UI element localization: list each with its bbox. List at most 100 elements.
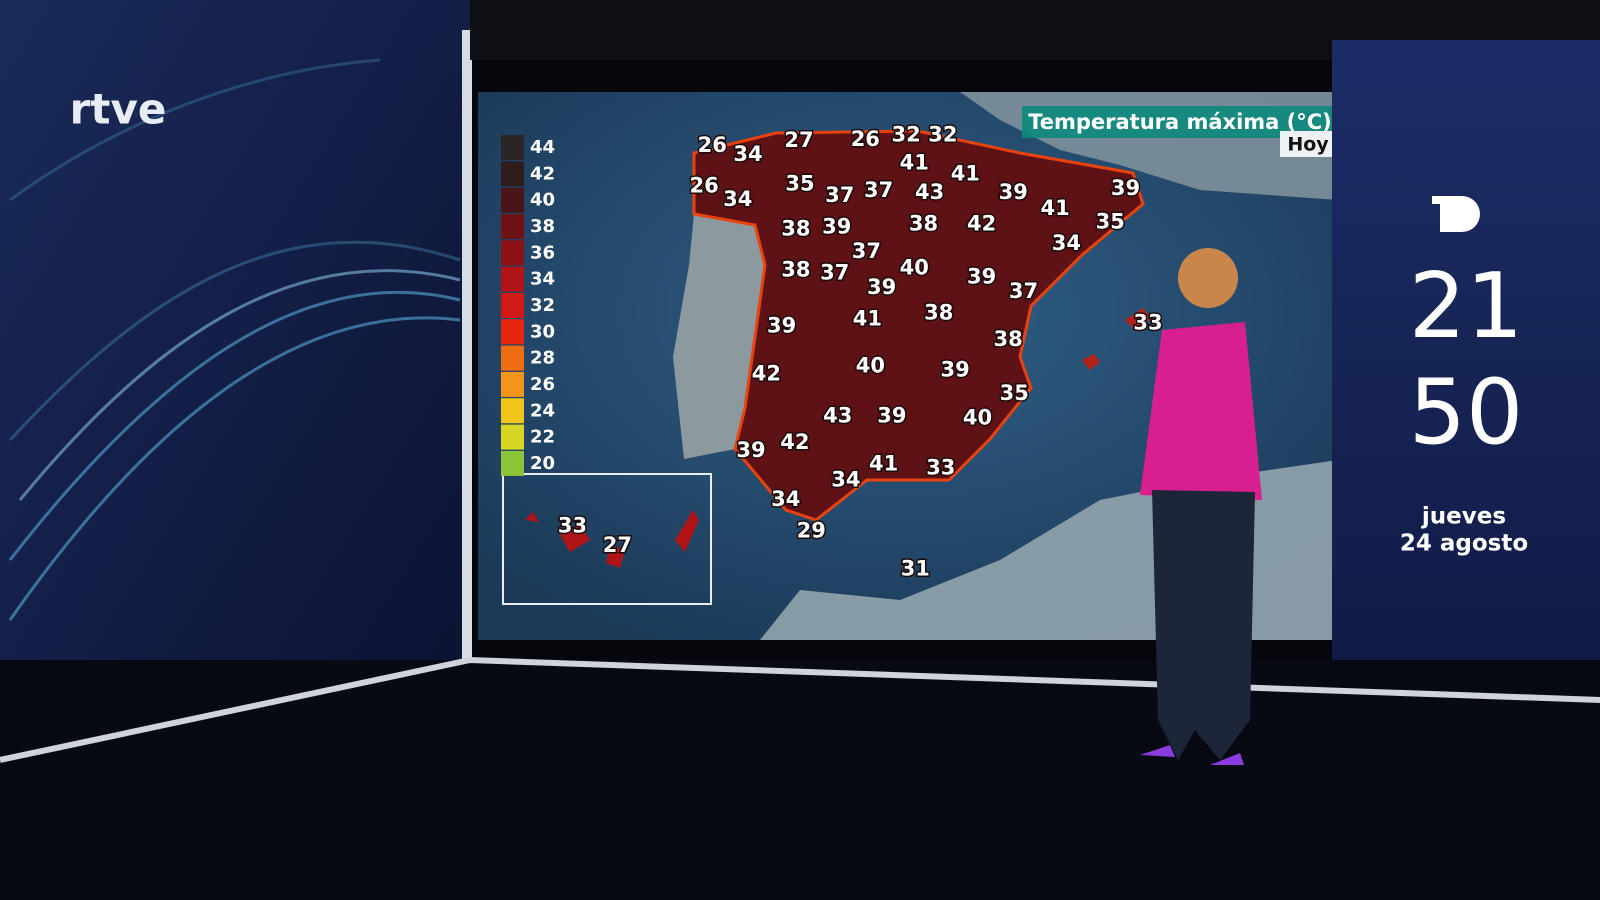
legend-label: 22: [530, 427, 555, 448]
temperature: 26: [698, 133, 727, 157]
date: 24 agosto: [1400, 531, 1528, 557]
map-title: Temperatura máxima (°C): [1028, 110, 1332, 134]
legend-swatch: [501, 398, 524, 424]
temperature: 40: [963, 405, 992, 429]
temperature: 38: [781, 257, 810, 281]
temperature: 35: [785, 172, 814, 196]
temperature: 37: [825, 183, 854, 207]
legend-swatch: [501, 319, 524, 345]
temperature: 34: [831, 468, 860, 492]
temperature: 43: [823, 403, 852, 427]
channel-icon: [1432, 196, 1480, 232]
legend-label: 42: [530, 163, 555, 184]
temperature: 39: [967, 265, 996, 289]
temperature: 42: [752, 361, 781, 385]
temperature: 37: [820, 260, 849, 284]
clock-minute: 50: [1409, 360, 1524, 465]
temperature: 34: [1052, 231, 1081, 255]
frame-bar: [462, 30, 472, 660]
portugal-land: [673, 214, 765, 459]
clock-hour: 21: [1409, 254, 1524, 359]
temperature: 34: [733, 142, 762, 166]
temperature: 43: [915, 180, 944, 204]
day-badge: [1280, 131, 1336, 157]
canarias-islands: [525, 510, 699, 568]
legend-swatch: [501, 266, 524, 292]
temperature: 35: [1096, 209, 1125, 233]
temperature: 40: [856, 353, 885, 377]
temperature: 37: [852, 239, 881, 263]
temperature: 37: [864, 178, 893, 202]
legend-label: 36: [530, 242, 555, 263]
temperature: 42: [780, 430, 809, 454]
baleares: [1082, 308, 1151, 370]
left-panel: [0, 0, 470, 760]
legend-swatch: [501, 135, 524, 160]
temperature: 39: [999, 180, 1028, 204]
canarias-temperature: 33: [558, 514, 587, 538]
temperature: 42: [967, 211, 996, 235]
canarias-temperature: 27: [603, 533, 632, 557]
temperature: 34: [771, 487, 800, 511]
temperature: 33: [1133, 310, 1162, 334]
temperature: 35: [1000, 381, 1029, 405]
temperature: 39: [940, 357, 969, 381]
decor-curves: [8, 58, 461, 621]
temperature: 37: [1009, 279, 1038, 303]
right-panel: [1332, 40, 1600, 700]
legend-label: 30: [530, 321, 555, 342]
temperature: 29: [797, 519, 826, 543]
legend-swatch: [501, 424, 524, 450]
legend-swatch: [501, 345, 524, 371]
temperature: 38: [781, 217, 810, 241]
legend-swatch: [501, 187, 524, 213]
spain-land: [692, 129, 1145, 522]
floor: [0, 660, 1600, 900]
legend-swatch: [501, 450, 524, 476]
temperature: 38: [909, 211, 938, 235]
temperature: 31: [901, 556, 930, 580]
legend-swatch: [501, 371, 524, 397]
legend-label: 44: [530, 137, 555, 158]
legend: 44 42 40 38 36 34 32 30 28 26 24 22 20: [501, 135, 555, 476]
legend-label: 26: [530, 374, 555, 395]
legend-swatch: [501, 292, 524, 318]
canarias-inset: [502, 473, 712, 605]
legend-swatch: [501, 240, 524, 266]
day-label: Hoy: [1287, 134, 1329, 156]
temperature: 40: [900, 255, 929, 279]
legend-label: 20: [530, 453, 555, 474]
channel-logo: rtve: [70, 85, 167, 134]
temperature: 39: [736, 438, 765, 462]
temperature: 39: [822, 215, 851, 239]
temperature: 27: [784, 128, 813, 152]
temperature: 39: [767, 314, 796, 338]
temperature: 32: [892, 123, 921, 147]
temperature: 38: [994, 327, 1023, 351]
temperature: 41: [951, 161, 980, 185]
temperature: 39: [877, 403, 906, 427]
legend-label: 34: [530, 269, 555, 290]
legend-label: 38: [530, 216, 555, 237]
temperature: 26: [689, 174, 718, 198]
temperature: 41: [1040, 196, 1069, 220]
temperature: 41: [869, 451, 898, 475]
temperature: 34: [723, 187, 752, 211]
temperature: 26: [851, 127, 880, 151]
legend-swatch: [501, 213, 524, 239]
legend-label: 32: [530, 295, 555, 316]
temperature: 41: [853, 306, 882, 330]
temperature: 38: [924, 300, 953, 324]
legend-label: 40: [530, 190, 555, 211]
legend-label: 24: [530, 400, 555, 421]
temperature: 41: [900, 150, 929, 174]
temperature: 32: [928, 123, 957, 147]
presenter: [1140, 248, 1262, 765]
temperature: 39: [867, 275, 896, 299]
legend-label: 28: [530, 348, 555, 369]
temperature: 39: [1111, 176, 1140, 200]
temperature: 33: [926, 455, 955, 479]
